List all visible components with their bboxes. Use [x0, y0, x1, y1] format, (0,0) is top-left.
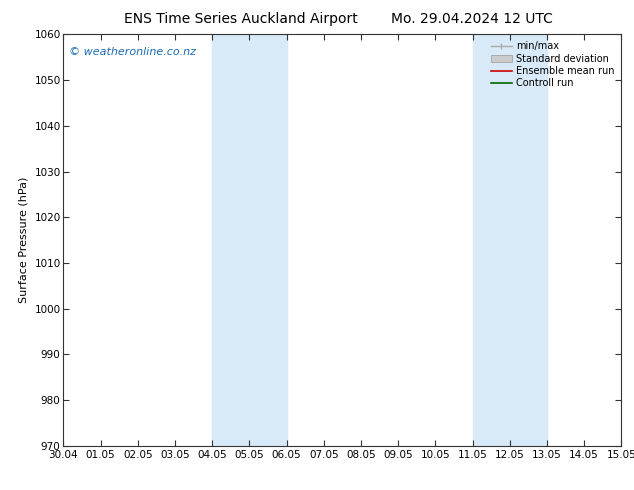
Text: © weatheronline.co.nz: © weatheronline.co.nz [69, 47, 196, 57]
Text: Mo. 29.04.2024 12 UTC: Mo. 29.04.2024 12 UTC [391, 12, 553, 26]
Bar [472, 34, 547, 446]
Y-axis label: Surface Pressure (hPa): Surface Pressure (hPa) [19, 177, 29, 303]
Legend: min/max, Standard deviation, Ensemble mean run, Controll run: min/max, Standard deviation, Ensemble me… [488, 38, 618, 91]
Text: ENS Time Series Auckland Airport: ENS Time Series Auckland Airport [124, 12, 358, 26]
Bar [212, 34, 287, 446]
